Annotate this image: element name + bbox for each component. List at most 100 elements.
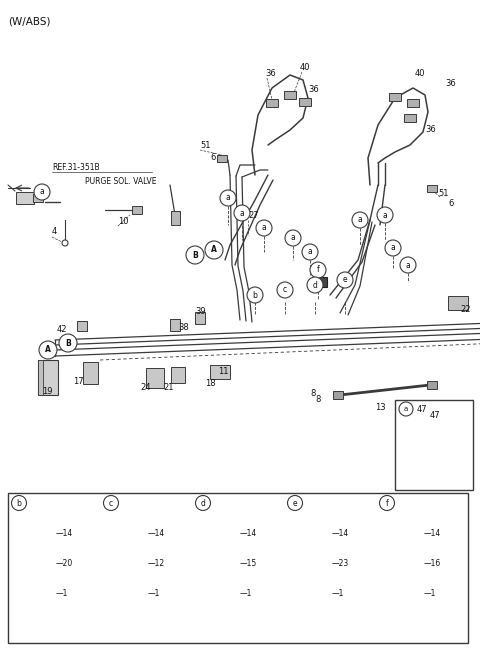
Text: —20: —20: [56, 559, 73, 567]
Text: B: B: [192, 251, 198, 260]
Circle shape: [377, 207, 393, 223]
Circle shape: [337, 272, 353, 288]
Text: 22: 22: [460, 306, 470, 315]
Bar: [119, 527, 137, 539]
Text: 24: 24: [140, 384, 151, 393]
Text: B: B: [65, 339, 71, 347]
Text: 18: 18: [205, 378, 216, 387]
Text: a: a: [240, 208, 244, 217]
Text: 10: 10: [118, 217, 129, 227]
Bar: [303, 535, 313, 543]
Text: —1: —1: [332, 589, 344, 598]
Text: 36: 36: [265, 69, 276, 79]
Text: —14: —14: [424, 528, 441, 537]
Circle shape: [380, 495, 395, 511]
Text: 36: 36: [445, 79, 456, 88]
Bar: [146, 368, 164, 388]
Text: —14: —14: [56, 528, 73, 537]
Bar: [217, 154, 227, 162]
Text: a: a: [358, 215, 362, 225]
Bar: [396, 588, 402, 598]
Text: d: d: [312, 280, 317, 289]
Text: PURGE SOL. VALVE: PURGE SOL. VALVE: [85, 177, 156, 186]
Bar: [397, 558, 411, 568]
Text: —1: —1: [148, 589, 160, 598]
Circle shape: [12, 495, 26, 511]
Text: a: a: [391, 243, 396, 252]
Circle shape: [234, 205, 250, 221]
Bar: [284, 91, 296, 99]
Circle shape: [310, 262, 326, 278]
Bar: [29, 558, 43, 568]
Circle shape: [400, 257, 416, 273]
Text: a: a: [406, 260, 410, 269]
Bar: [83, 362, 97, 384]
Circle shape: [195, 495, 211, 511]
Circle shape: [39, 341, 57, 359]
Bar: [121, 558, 135, 568]
Circle shape: [256, 220, 272, 236]
Bar: [171, 367, 185, 383]
Text: a: a: [40, 188, 44, 197]
Bar: [132, 206, 142, 214]
Text: —16: —16: [424, 559, 441, 567]
Bar: [305, 558, 319, 568]
Text: A: A: [45, 345, 51, 354]
Bar: [38, 360, 58, 395]
Text: 4: 4: [52, 228, 57, 236]
Text: 47: 47: [430, 411, 441, 419]
Bar: [8, 493, 468, 643]
Bar: [266, 99, 278, 107]
Text: 51: 51: [438, 188, 448, 197]
Text: —14: —14: [332, 528, 349, 537]
Bar: [389, 93, 401, 101]
Text: —12: —12: [148, 559, 165, 567]
Bar: [27, 527, 45, 539]
Bar: [118, 563, 128, 571]
Text: a: a: [290, 234, 295, 243]
Text: f: f: [385, 498, 388, 508]
Bar: [26, 563, 36, 571]
Text: e: e: [293, 498, 297, 508]
Text: —23: —23: [332, 559, 349, 567]
Bar: [77, 321, 87, 331]
Text: —1: —1: [424, 589, 436, 598]
Bar: [38, 360, 43, 395]
Bar: [299, 98, 311, 106]
Bar: [211, 527, 229, 539]
Text: b: b: [17, 498, 22, 508]
Circle shape: [205, 241, 223, 259]
Bar: [170, 211, 180, 225]
Text: 47: 47: [417, 404, 428, 413]
Text: 27: 27: [248, 210, 259, 219]
Circle shape: [220, 190, 236, 206]
Text: 38: 38: [178, 323, 189, 332]
Bar: [33, 194, 43, 202]
Bar: [448, 296, 468, 310]
Text: —1: —1: [56, 589, 68, 598]
Text: d: d: [201, 498, 205, 508]
Bar: [416, 441, 430, 455]
Text: 8: 8: [315, 395, 320, 404]
Text: a: a: [404, 406, 408, 412]
Circle shape: [285, 230, 301, 246]
Text: 36: 36: [308, 86, 319, 95]
Circle shape: [34, 184, 50, 200]
Circle shape: [277, 282, 293, 298]
Text: 36: 36: [425, 125, 436, 134]
Text: e: e: [343, 275, 348, 284]
Text: 19: 19: [42, 387, 52, 397]
Bar: [404, 114, 416, 122]
Text: a: a: [262, 223, 266, 232]
Circle shape: [385, 240, 401, 256]
Circle shape: [302, 244, 318, 260]
Text: b: b: [252, 291, 257, 299]
Text: f: f: [317, 265, 319, 275]
Text: c: c: [283, 286, 287, 295]
Circle shape: [59, 334, 77, 352]
Bar: [395, 535, 405, 543]
Text: 39: 39: [195, 308, 205, 317]
Bar: [407, 99, 419, 107]
Bar: [210, 365, 230, 379]
Circle shape: [104, 495, 119, 511]
